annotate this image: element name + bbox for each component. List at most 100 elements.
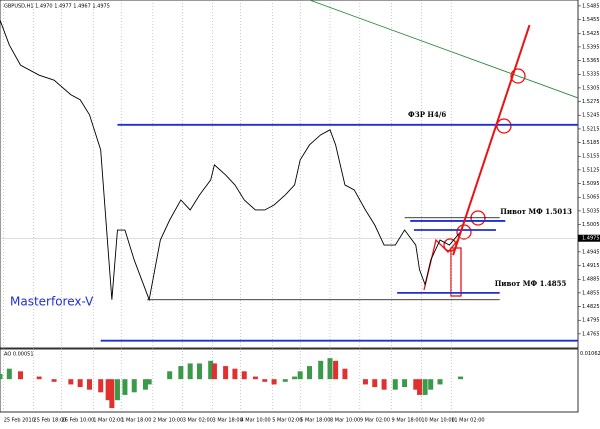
y-tick-label: 1.5065 — [582, 195, 600, 201]
ao-bar — [327, 358, 333, 380]
ao-bar — [122, 379, 128, 395]
ao-bar — [105, 379, 111, 401]
y-tick-label: 1.5425 — [582, 31, 600, 37]
price-line — [0, 19, 461, 302]
ao-bar — [282, 379, 288, 382]
ao-bar — [333, 360, 339, 380]
level-label: Пивот МФ 1.5013 — [500, 207, 572, 216]
ao-bar — [131, 379, 137, 393]
ao-bar — [51, 379, 57, 382]
y-tick-label: 1.5035 — [582, 208, 600, 214]
ao-bar — [98, 379, 104, 393]
x-tick-label: 5 Mar 18:00 — [300, 418, 330, 424]
y-tick-label: 1.4795 — [582, 318, 600, 324]
x-tick-label: 5 Mar 02:00 — [272, 418, 302, 424]
ao-bar — [262, 379, 268, 382]
ao-bar — [109, 379, 115, 409]
ao-bar — [208, 360, 214, 380]
y-tick-label: 1.5125 — [582, 167, 600, 173]
y-tick-label: 0.01062 — [580, 351, 600, 357]
y-tick-label: 1.5275 — [582, 99, 600, 105]
ao-bar — [187, 363, 193, 380]
x-tick-label: 25 Feb 18:00 — [34, 418, 67, 424]
ao-bar — [232, 368, 238, 380]
level-label: Пивот МФ 1.4855 — [495, 279, 567, 288]
ao-bar — [342, 368, 348, 380]
y-tick-label: 1.5365 — [582, 58, 600, 64]
ao-bar — [307, 366, 313, 380]
y-tick-label: 1.5305 — [582, 85, 600, 91]
x-tick-label: 25 Feb 2010 — [4, 418, 35, 424]
x-tick-label: 26 Feb 10:00 — [62, 418, 95, 424]
ao-bar — [422, 379, 428, 395]
y-tick-label: 1.5395 — [582, 44, 600, 50]
ao-bar — [292, 376, 298, 380]
y-tick-label: 1.5335 — [582, 72, 600, 78]
ao-bar — [211, 363, 217, 380]
ao-bar — [318, 360, 324, 380]
y-tick-label: 1.5245 — [582, 113, 600, 119]
y-tick-label: 1.4765 — [582, 331, 600, 337]
ao-bar — [167, 371, 173, 380]
ao-bar — [142, 379, 148, 390]
ao-bar — [0, 373, 3, 380]
x-tick-label: 9 Mar 18:00 — [392, 418, 422, 424]
x-tick-label: 4 Mar 10:00 — [241, 418, 271, 424]
y-tick-label: 1.4915 — [582, 263, 600, 269]
price-panel — [0, 0, 579, 349]
ao-bar — [428, 379, 434, 390]
x-tick-label: 1 Mar 02:00 — [93, 418, 123, 424]
chart-title: GBPUSD,H1 1.4970 1.4977 1.4967 1.4975 — [4, 4, 110, 10]
ao-bar — [223, 366, 229, 380]
x-tick-label: 11 Mar 02:00 — [451, 418, 484, 424]
x-tick-label: 3 Mar 02:00 — [183, 418, 213, 424]
y-tick-label: 1.5185 — [582, 140, 600, 146]
x-tick-label: 2 Mar 10:00 — [153, 418, 183, 424]
ao-bar — [458, 376, 464, 380]
ao-bar — [86, 379, 92, 390]
ao-bar — [271, 379, 277, 385]
ao-bar — [417, 379, 423, 395]
ao-bar — [114, 379, 120, 401]
y-tick-label: 1.4825 — [582, 304, 600, 310]
x-tick-label: 3 Mar 18:00 — [213, 418, 243, 424]
ao-bar — [6, 368, 12, 380]
current-price-box — [578, 234, 600, 242]
annotation: Masterforex-V — [10, 295, 94, 309]
ao-bar — [437, 379, 443, 385]
x-tick-label: 1 Mar 18:00 — [121, 418, 151, 424]
ao-bar — [372, 379, 378, 388]
ao-bar — [413, 379, 419, 390]
ao-bar — [381, 379, 387, 390]
level-label: ФЗР H4/6 — [408, 110, 446, 119]
trend-line — [452, 24, 531, 256]
y-tick-label: 1.4855 — [582, 290, 600, 296]
current-price-label: 1.4975 — [582, 236, 600, 242]
y-tick-label: 1.5215 — [582, 126, 600, 132]
ao-bar — [362, 379, 368, 385]
trend-line — [309, 0, 579, 99]
ao-bar — [146, 379, 152, 385]
ao-bar — [241, 371, 247, 380]
y-tick-label: 1.5455 — [582, 17, 600, 23]
ao-bar — [252, 376, 258, 380]
ao-bar — [297, 371, 303, 380]
ao-bar — [392, 379, 398, 390]
x-tick-label: 9 Mar 02:00 — [360, 418, 390, 424]
ao-bar — [36, 376, 42, 380]
x-tick-label: 8 Mar 10:00 — [330, 418, 360, 424]
ao-title: AO 0.00051 — [4, 352, 34, 358]
y-tick-label: 1.5005 — [582, 222, 600, 228]
y-tick-label: 1.4945 — [582, 249, 600, 255]
ao-bar — [197, 363, 203, 380]
circle — [510, 68, 526, 84]
ao-bar — [68, 379, 74, 385]
ao-bar — [18, 371, 24, 380]
y-tick-label: 1.5485 — [582, 3, 600, 9]
y-tick-label: 1.5095 — [582, 181, 600, 187]
ao-bar — [178, 366, 184, 380]
x-tick-label: 10 Mar 10:00 — [421, 418, 454, 424]
y-tick-label: 1.4885 — [582, 277, 600, 283]
ao-panel — [0, 348, 579, 413]
